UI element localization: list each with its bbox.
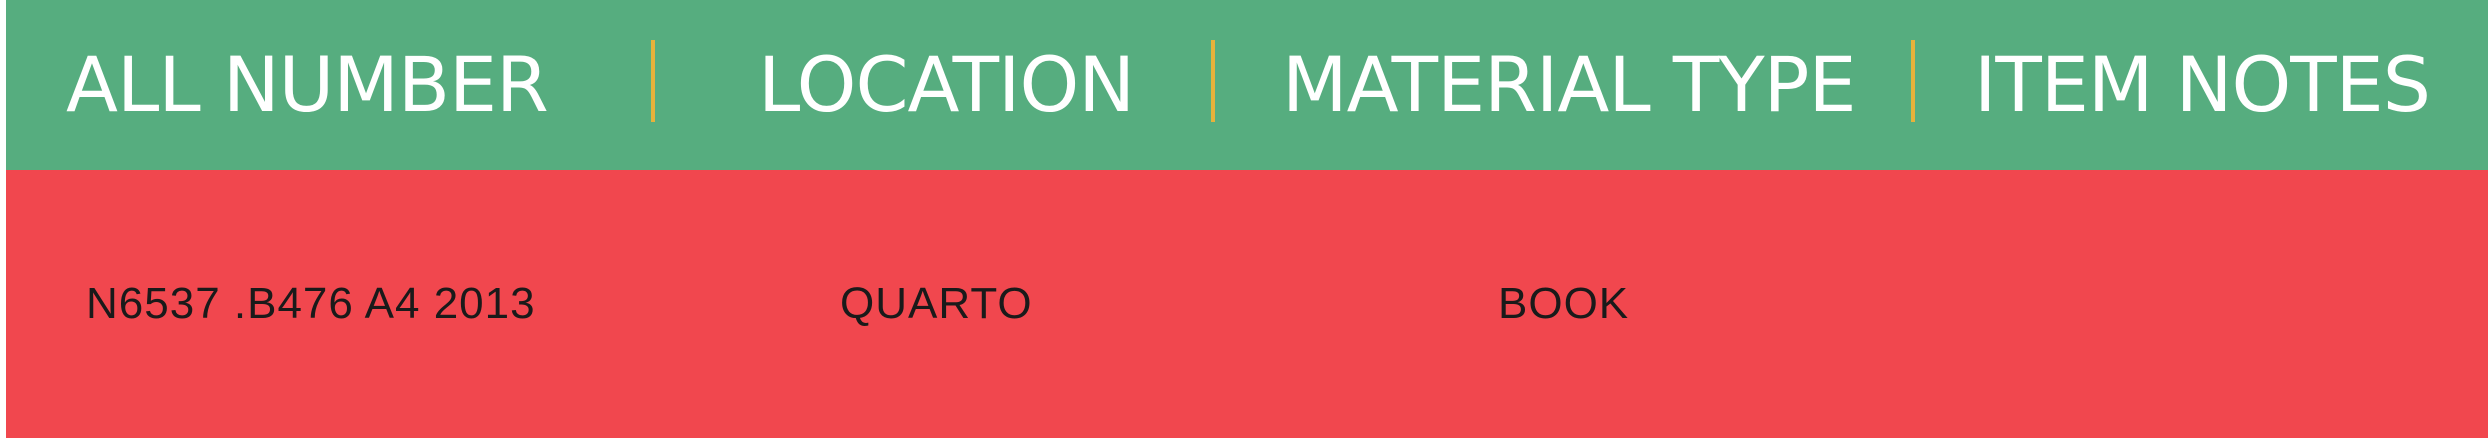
- table-row: N6537 .B476 A4 2013 QUARTO BOOK: [6, 170, 2488, 438]
- column-header-material-type: MATERIAL TYPE: [1282, 40, 1857, 129]
- cell-material-type: BOOK: [1498, 279, 1630, 328]
- column-header-item-notes: ITEM NOTES: [1974, 40, 2431, 129]
- column-header-location: LOCATION: [758, 40, 1135, 129]
- column-separator: [1211, 40, 1215, 122]
- table-header: ALL NUMBER LOCATION MATERIAL TYPE ITEM N…: [6, 0, 2488, 170]
- column-separator: [1911, 40, 1915, 122]
- column-header-call-number: ALL NUMBER: [66, 40, 549, 129]
- column-separator: [651, 40, 655, 122]
- cell-location: QUARTO: [840, 279, 1033, 328]
- cell-call-number: N6537 .B476 A4 2013: [86, 279, 536, 328]
